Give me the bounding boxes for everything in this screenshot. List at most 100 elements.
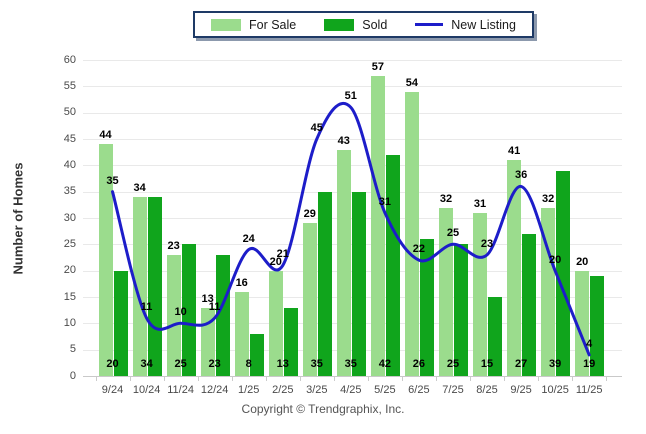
y-tick-label: 20 [63, 264, 76, 277]
sold-value-label: 34 [140, 358, 153, 370]
legend-item-sold: Sold [324, 18, 387, 32]
new-listing-value-label: 20 [548, 253, 562, 266]
for-sale-value-label: 34 [133, 181, 146, 194]
y-tick-label: 50 [63, 106, 76, 119]
x-tick-mark [606, 377, 608, 381]
gridline [83, 86, 622, 88]
legend: For Sale Sold New Listing [193, 11, 534, 38]
x-tick-label: 4/25 [340, 384, 362, 396]
x-tick-label: 10/25 [541, 384, 569, 396]
for-sale-value-label: 31 [473, 197, 487, 210]
sold-value-label: 26 [412, 358, 426, 370]
x-tick-label: 7/25 [442, 384, 464, 396]
y-tick-label: 0 [69, 369, 76, 382]
y-tick-label: 55 [63, 79, 76, 92]
y-tick-label: 40 [63, 158, 76, 171]
new-listing-value-label: 21 [276, 248, 289, 261]
x-tick-mark [470, 377, 471, 381]
x-tick-label: 3/25 [306, 384, 328, 396]
bar-sold [351, 191, 366, 376]
for-sale-value-label: 44 [99, 129, 112, 142]
x-tick-mark [163, 377, 165, 381]
x-tick-mark [129, 377, 131, 381]
sold-value-label: 8 [245, 358, 252, 370]
bar-for-sale [370, 75, 385, 376]
x-tick-label: 6/25 [408, 384, 430, 396]
x-tick-label: 12/24 [200, 384, 229, 396]
legend-label: For Sale [249, 17, 297, 32]
x-tick-label: 10/24 [132, 384, 161, 396]
for-sale-value-label: 41 [507, 145, 521, 158]
x-tick-label: 9/25 [510, 384, 532, 396]
new-listing-value-label: 11 [208, 301, 221, 314]
for-sale-value-label: 23 [167, 239, 180, 252]
for-sale-value-label: 32 [541, 192, 555, 205]
x-tick-label: 9/24 [101, 384, 124, 396]
legend-swatch-icon [324, 18, 355, 31]
sold-value-label: 15 [480, 358, 494, 370]
for-sale-value-label: 20 [269, 255, 282, 268]
x-tick-label: 11/24 [167, 384, 194, 396]
x-tick-mark [401, 377, 403, 381]
bar-sold [454, 244, 468, 376]
new-listing-value-label: 35 [106, 174, 119, 187]
sold-value-label: 42 [378, 358, 392, 370]
y-tick-label: 45 [63, 132, 76, 145]
x-tick-mark [367, 377, 369, 381]
new-listing-value-label: 24 [242, 232, 255, 245]
new-listing-value-label: 4 [586, 337, 593, 350]
sold-value-label: 39 [548, 358, 562, 370]
bar-sold [147, 196, 162, 376]
x-tick-mark [299, 377, 301, 381]
sold-value-label: 23 [208, 358, 221, 370]
legend-item-new-listing: New Listing [415, 18, 516, 32]
bar-sold [522, 233, 537, 376]
for-sale-value-label: 29 [303, 208, 316, 221]
sold-value-label: 19 [583, 358, 596, 370]
bar-for-sale [336, 149, 351, 376]
for-sale-value-label: 57 [371, 60, 385, 73]
x-axis-line [83, 376, 622, 377]
x-tick-mark [231, 377, 233, 381]
y-axis-title: Number of Homes [10, 162, 26, 275]
y-tick-label: 60 [63, 53, 76, 66]
x-tick-mark [333, 377, 335, 381]
bar-sold [590, 275, 605, 376]
x-tick-mark [95, 377, 97, 381]
for-sale-value-label: 16 [235, 276, 248, 289]
legend-item-for-sale: For Sale [211, 18, 296, 32]
sold-value-label: 27 [514, 358, 528, 370]
y-tick-label: 15 [63, 290, 76, 303]
new-listing-value-label: 11 [140, 301, 153, 314]
new-listing-value-label: 23 [480, 237, 494, 250]
legend-line-icon [415, 23, 444, 26]
new-listing-value-label: 31 [378, 195, 392, 208]
y-tick-label: 30 [63, 211, 76, 224]
new-listing-value-label: 10 [174, 306, 187, 319]
copyright-text: Copyright © Trendgraphix, Inc. [241, 402, 405, 416]
for-sale-value-label: 13 [201, 292, 214, 305]
new-listing-value-label: 22 [412, 243, 426, 256]
x-tick-mark [504, 377, 506, 381]
bar-for-sale [132, 196, 147, 376]
bar-for-sale [404, 91, 419, 376]
sold-value-label: 13 [276, 358, 289, 370]
y-tick-label: 35 [63, 185, 76, 198]
x-tick-label: 2/25 [272, 384, 294, 396]
gridline [83, 60, 622, 61]
new-listing-value-label: 45 [310, 122, 323, 134]
new-listing-value-label: 25 [446, 227, 460, 240]
gridline [83, 165, 622, 167]
bar-sold [385, 154, 400, 376]
sold-value-label: 35 [344, 358, 357, 370]
x-tick-mark [197, 377, 199, 381]
for-sale-value-label: 20 [576, 255, 589, 268]
legend-label: New Listing [451, 17, 516, 32]
new-listing-value-label: 36 [514, 169, 528, 182]
new-listing-value-label: 51 [344, 90, 357, 103]
x-tick-mark [572, 377, 574, 381]
sold-value-label: 25 [174, 358, 187, 370]
bar-for-sale [98, 144, 113, 376]
for-sale-value-label: 32 [439, 192, 453, 205]
